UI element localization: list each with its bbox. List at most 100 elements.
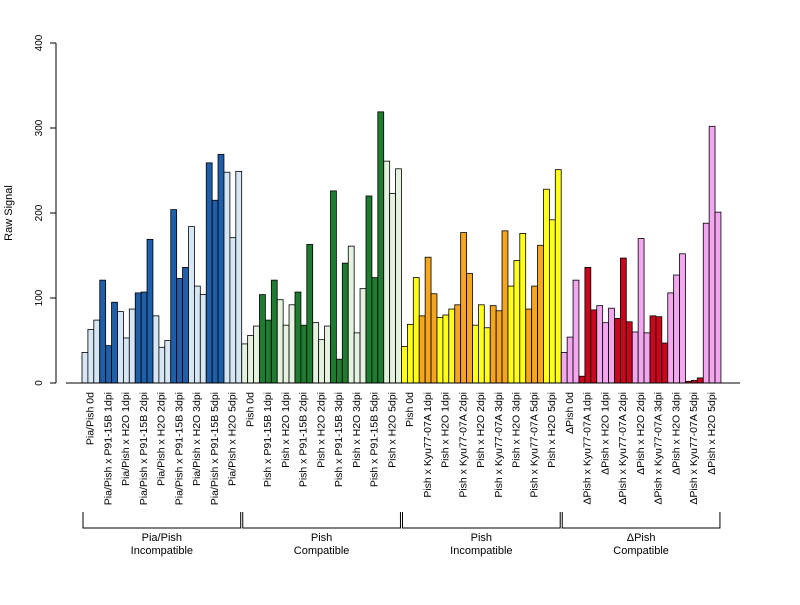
bar (543, 188, 550, 384)
section-brackets: Pia/PishIncompatiblePishCompatiblePishIn… (82, 512, 721, 557)
x-tick-labels: Pia/Pish 0d Pia/Pish x P91-15B 1dpi Pia/Pi… (85, 392, 718, 505)
bar (152, 315, 160, 384)
bar (199, 294, 207, 384)
bar (696, 377, 704, 384)
bar (128, 308, 136, 384)
bar (477, 304, 485, 384)
x-tick-label: ΔPish x Kyu77-07A 2dpi (617, 392, 629, 505)
section-sublabel: Incompatible (131, 545, 193, 557)
bar (667, 292, 675, 384)
bar (235, 170, 243, 384)
bar (625, 321, 633, 384)
bar (117, 311, 124, 384)
x-tick-label: Pia/Pish 0d (85, 392, 97, 445)
bar (264, 319, 272, 384)
y-tick-label: 100 (34, 289, 45, 306)
x-tick-label: Pish x H2O 2dpi (315, 392, 327, 468)
bar (460, 232, 467, 384)
x-tick-label: Pia/Pish x P91-15B 5dpi (209, 392, 221, 505)
bar (253, 325, 260, 384)
bar (176, 278, 183, 384)
bar (430, 293, 438, 384)
bar (93, 319, 101, 384)
x-tick-label: Pish x H2O 1dpi (440, 392, 452, 468)
x-tick-label: ΔPish x Kyu77-07A 5dpi (688, 392, 700, 505)
bar (584, 266, 592, 384)
bar (111, 301, 118, 384)
bar (99, 279, 107, 384)
x-tick-label: Pia/Pish x H2O 3dpi (191, 392, 203, 486)
bar (164, 340, 172, 384)
bar (193, 285, 201, 384)
y-axis-title: Raw Signal (3, 185, 15, 241)
x-tick-label: Pia/Pish x H2O 2dpi (156, 392, 168, 486)
x-tick-label: Pish x P91-15B 5dpi (369, 392, 381, 487)
x-tick-label: Pia/Pish x P91-15B 2dpi (138, 392, 150, 505)
bar (205, 162, 213, 384)
y-tick-label: 400 (34, 34, 45, 51)
x-tick-label: ΔPish 0d (564, 392, 576, 434)
bar (513, 260, 521, 384)
bar (631, 331, 639, 384)
bar (531, 285, 538, 384)
bar (702, 222, 710, 384)
x-tick-label: Pish 0d (404, 392, 416, 427)
bar (714, 211, 722, 384)
x-tick-label: Pish 0d (244, 392, 256, 427)
bar (679, 253, 686, 384)
bar (259, 294, 266, 384)
bar (123, 337, 130, 384)
bar (371, 277, 379, 384)
bar (146, 238, 154, 384)
bar (377, 111, 385, 384)
bar (614, 317, 621, 384)
bar (525, 308, 533, 384)
bar (406, 323, 414, 384)
bar (418, 315, 426, 384)
bar (294, 291, 302, 384)
bar (590, 309, 598, 384)
bar (282, 324, 290, 384)
bar (454, 304, 462, 384)
x-tick-label: Pish x H2O 5dpi (386, 392, 398, 468)
bar (608, 307, 615, 384)
bar (519, 232, 527, 384)
y-tick-label: 0 (34, 380, 45, 386)
bar (223, 171, 231, 384)
section-bracket (402, 512, 561, 529)
bar (229, 237, 237, 384)
x-tick-label: ΔPish x H2O 5dpi (706, 392, 718, 475)
bar (217, 153, 225, 384)
bar (341, 262, 349, 384)
section-bracket (242, 512, 401, 529)
y-axis: 0 100 200 300 400 (34, 34, 57, 386)
section-sublabel: Incompatible (450, 545, 512, 557)
bar (335, 358, 343, 384)
bar (566, 336, 574, 384)
bar (359, 288, 367, 384)
bar (318, 339, 325, 384)
bar (507, 285, 515, 384)
section-label: Pia/Pish (142, 532, 182, 544)
x-tick-label: ΔPish x Kyu77-07A 3dpi (653, 392, 665, 505)
bar (649, 315, 657, 384)
bar (596, 305, 604, 384)
bar (673, 274, 680, 384)
x-tick-label: Pish x H2O 3dpi (351, 392, 363, 468)
bar (489, 305, 497, 384)
bar (276, 299, 284, 384)
bar (211, 199, 219, 384)
bar (365, 195, 373, 384)
bar (270, 279, 278, 384)
bar (602, 322, 609, 384)
bars (81, 111, 722, 384)
x-tick-label: Pish x P91-15B 1dpi (262, 392, 274, 487)
bar (537, 244, 544, 384)
x-tick-label: Pia/Pish x P91-15B 3dpi (173, 392, 185, 505)
bar (383, 160, 391, 384)
x-tick-label: Pish x Kyu77-07A 3dpi (493, 392, 505, 498)
x-tick-label: Pia/Pish x H2O 1dpi (120, 392, 132, 486)
x-tick-label: Pish x P91-15B 3dpi (333, 392, 345, 487)
bar (560, 351, 568, 384)
bar (578, 375, 586, 384)
